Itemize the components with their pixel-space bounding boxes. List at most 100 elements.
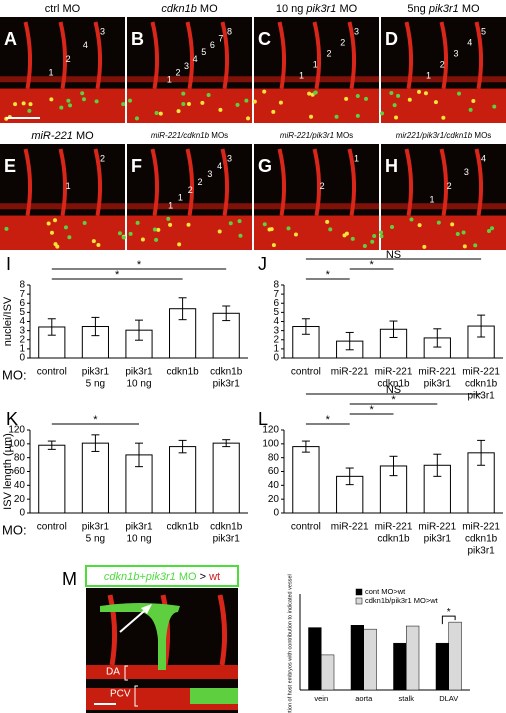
nucleus [235,102,240,107]
vessel-number: 1 [178,193,183,203]
x-tick-label: aorta [355,694,373,703]
bar [308,627,322,691]
x-tick-label: miR-221 [462,367,500,378]
isv [474,148,484,216]
bar [363,628,377,691]
vessel-number: 2 [440,59,445,69]
nucleus [158,111,163,116]
nucleus [181,101,186,106]
vessel-number: 1 [354,153,359,163]
chart-letter: K [6,409,18,429]
y-tick-label: 7 [273,289,279,300]
nucleus [91,239,96,244]
x-tick-label: control [291,367,321,378]
isv [404,148,414,216]
nucleus [166,216,171,221]
nucleus [228,221,233,226]
isv [185,148,195,216]
nucleus [154,237,159,242]
y-tick-label: 4 [19,316,25,327]
vessel-number: 3 [454,48,459,58]
isv [23,148,33,216]
panel-title-box [381,127,506,144]
x-tick-label: 5 ng [86,379,105,390]
isv [185,21,195,89]
donor-cell [190,688,238,704]
nucleus [436,220,441,225]
significance-label: * [326,414,331,426]
panel-title: cdkn1b MO [161,3,218,15]
nucleus [379,230,384,235]
nucleus [350,236,355,241]
x-tick-label: DLAV [439,694,458,703]
isv [150,21,160,89]
significance-label: * [391,394,396,406]
nucleus [152,227,157,232]
nucleus [49,97,54,102]
vessel-number: 2 [175,68,180,78]
vessel-number: 2 [327,48,332,58]
nucleus [46,221,51,226]
isv [220,148,230,216]
bar [38,444,66,514]
x-tick-label: cdkn1b [465,534,498,545]
x-tick-label: miR-221 [375,522,413,533]
y-axis-label: proportion of host embryos with contribu… [287,574,293,713]
isv [23,21,33,89]
legend-swatch [355,588,363,596]
isv [347,21,357,89]
y-tick-label: 80 [268,452,280,463]
panel-letter: B [131,29,144,49]
panel-title: 5ng pik3r1 MO [407,3,480,15]
nucleus [177,242,182,247]
nucleus [49,230,54,235]
y-tick-label: 7 [19,289,25,300]
nucleus [364,96,369,101]
y-tick-label: 120 [8,425,25,436]
x-tick-label: 10 ng [126,534,151,545]
nucleus [262,89,267,94]
nucleus [218,107,223,112]
nucleus [468,107,473,112]
panel-title-part: 10 ng [276,3,307,15]
x-tick-label: cdkn1b [377,534,410,545]
x-tick-label: pik3r1 [125,367,153,378]
nucleus [396,93,401,98]
vessel-number: 4 [217,161,222,171]
panel-title: mir221/pik3r1/cdkn1b MOs [396,131,492,140]
significance-label: * [326,269,331,281]
isv [439,148,449,216]
nucleus [117,231,122,236]
chart-letter: M [62,569,77,589]
panel-letter: H [385,156,398,176]
significance-label: NS [386,384,401,396]
x-tick-label: pik3r1 [82,367,110,378]
bracket [124,665,128,681]
vessel-number: 4 [83,40,88,50]
image-header-part: wt [208,571,220,583]
panel-letter: E [4,156,16,176]
nucleus [407,97,412,102]
nucleus [252,99,257,104]
isv [312,21,322,89]
image-header: cdkn1b+pik3r1 MO > wt [104,571,220,583]
vessel-band [381,215,506,250]
y-tick-label: 40 [14,480,26,491]
isv [93,21,103,89]
nucleus [450,222,455,227]
nucleus [423,91,428,96]
significance-label: * [447,607,451,618]
panel-title-part: MO [336,3,357,15]
isv [107,594,118,666]
image-header-part: MO [176,571,197,583]
isv [312,148,322,216]
header-box [85,565,239,587]
vessel-number: 3 [207,169,212,179]
panel-title-part: miR-221/pik3r1 [280,131,334,140]
nucleus [271,109,276,114]
nucleus [21,101,26,106]
y-tick-label: 20 [14,494,26,505]
vessel-number: 4 [467,37,472,47]
panel-title-part: ctrl MO [45,3,81,15]
y-tick-label: 5 [19,307,25,318]
